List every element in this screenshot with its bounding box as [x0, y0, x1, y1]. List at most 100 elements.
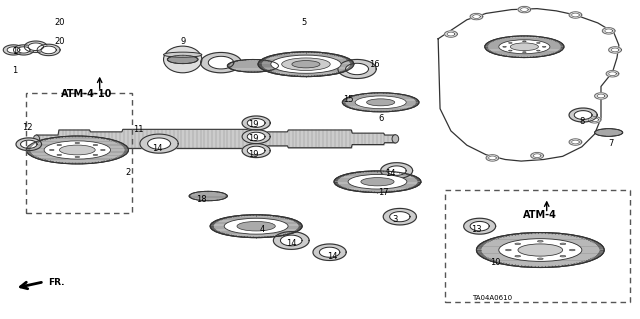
Ellipse shape: [536, 50, 540, 51]
Polygon shape: [572, 13, 579, 17]
Ellipse shape: [342, 93, 419, 112]
Bar: [445, 190, 630, 302]
Polygon shape: [520, 8, 528, 11]
Polygon shape: [588, 117, 601, 123]
Ellipse shape: [237, 221, 275, 231]
Polygon shape: [208, 56, 234, 69]
Polygon shape: [242, 116, 270, 130]
Polygon shape: [470, 13, 483, 20]
Polygon shape: [472, 15, 480, 19]
Ellipse shape: [33, 135, 40, 143]
Ellipse shape: [509, 50, 512, 51]
Polygon shape: [390, 211, 410, 222]
Ellipse shape: [282, 58, 330, 70]
Text: 17: 17: [378, 188, 389, 197]
Polygon shape: [280, 235, 302, 246]
Text: 18: 18: [196, 195, 207, 204]
Ellipse shape: [515, 243, 520, 245]
Text: 4: 4: [260, 225, 265, 234]
Ellipse shape: [367, 99, 395, 106]
Polygon shape: [3, 45, 24, 55]
Text: 16: 16: [369, 60, 380, 69]
Text: 5: 5: [301, 19, 307, 27]
Text: 2: 2: [126, 168, 131, 177]
Polygon shape: [569, 108, 597, 122]
Ellipse shape: [355, 96, 406, 109]
Polygon shape: [338, 59, 376, 78]
Text: 3: 3: [393, 215, 398, 224]
Ellipse shape: [189, 191, 227, 201]
Ellipse shape: [334, 171, 421, 193]
Polygon shape: [595, 93, 607, 99]
Polygon shape: [488, 156, 496, 160]
Ellipse shape: [538, 258, 543, 260]
Text: FR.: FR.: [49, 278, 65, 287]
Ellipse shape: [100, 149, 105, 151]
Ellipse shape: [509, 42, 512, 43]
Ellipse shape: [164, 46, 202, 73]
Polygon shape: [13, 45, 34, 55]
Ellipse shape: [227, 59, 278, 72]
Polygon shape: [242, 130, 270, 144]
Polygon shape: [445, 31, 458, 37]
Text: 14: 14: [286, 239, 296, 248]
Text: 14: 14: [152, 144, 163, 153]
Ellipse shape: [93, 145, 98, 146]
Polygon shape: [247, 119, 265, 127]
Polygon shape: [346, 63, 369, 75]
Ellipse shape: [93, 154, 98, 156]
Polygon shape: [319, 247, 340, 257]
Ellipse shape: [26, 136, 129, 164]
Text: 6: 6: [378, 114, 383, 123]
Ellipse shape: [258, 52, 354, 77]
Ellipse shape: [570, 249, 575, 251]
Ellipse shape: [476, 233, 604, 268]
Ellipse shape: [515, 256, 520, 257]
Ellipse shape: [536, 42, 540, 43]
Ellipse shape: [506, 249, 511, 251]
Polygon shape: [20, 140, 37, 148]
Polygon shape: [609, 47, 621, 53]
Polygon shape: [7, 47, 20, 53]
Polygon shape: [569, 139, 582, 145]
Ellipse shape: [44, 141, 111, 159]
Polygon shape: [140, 134, 178, 153]
Polygon shape: [531, 152, 543, 159]
Ellipse shape: [538, 241, 543, 242]
Ellipse shape: [224, 218, 288, 234]
Text: 1: 1: [12, 66, 17, 75]
Text: 19: 19: [248, 150, 258, 159]
Polygon shape: [37, 44, 60, 56]
Ellipse shape: [57, 154, 61, 156]
Ellipse shape: [518, 244, 563, 256]
Ellipse shape: [361, 178, 394, 186]
Polygon shape: [447, 32, 455, 36]
Polygon shape: [41, 46, 56, 54]
Polygon shape: [381, 163, 413, 179]
Ellipse shape: [271, 55, 341, 73]
Text: 19: 19: [248, 134, 258, 143]
Polygon shape: [247, 146, 265, 155]
Ellipse shape: [292, 61, 320, 68]
Ellipse shape: [542, 46, 546, 47]
Text: 20: 20: [54, 19, 65, 27]
Polygon shape: [464, 218, 495, 234]
Ellipse shape: [510, 43, 538, 51]
Polygon shape: [609, 72, 616, 76]
Text: 13: 13: [471, 225, 482, 234]
Text: 15: 15: [344, 95, 354, 104]
Ellipse shape: [560, 243, 566, 245]
Polygon shape: [470, 221, 489, 231]
Polygon shape: [572, 140, 579, 144]
Polygon shape: [247, 132, 265, 141]
Ellipse shape: [210, 215, 302, 238]
Polygon shape: [518, 6, 531, 13]
Polygon shape: [28, 43, 44, 50]
Text: 7: 7: [608, 139, 613, 148]
Ellipse shape: [57, 145, 61, 146]
Polygon shape: [242, 144, 270, 158]
Polygon shape: [16, 138, 42, 151]
Text: 12: 12: [22, 123, 33, 132]
Text: 11: 11: [132, 125, 143, 134]
Ellipse shape: [503, 46, 506, 47]
